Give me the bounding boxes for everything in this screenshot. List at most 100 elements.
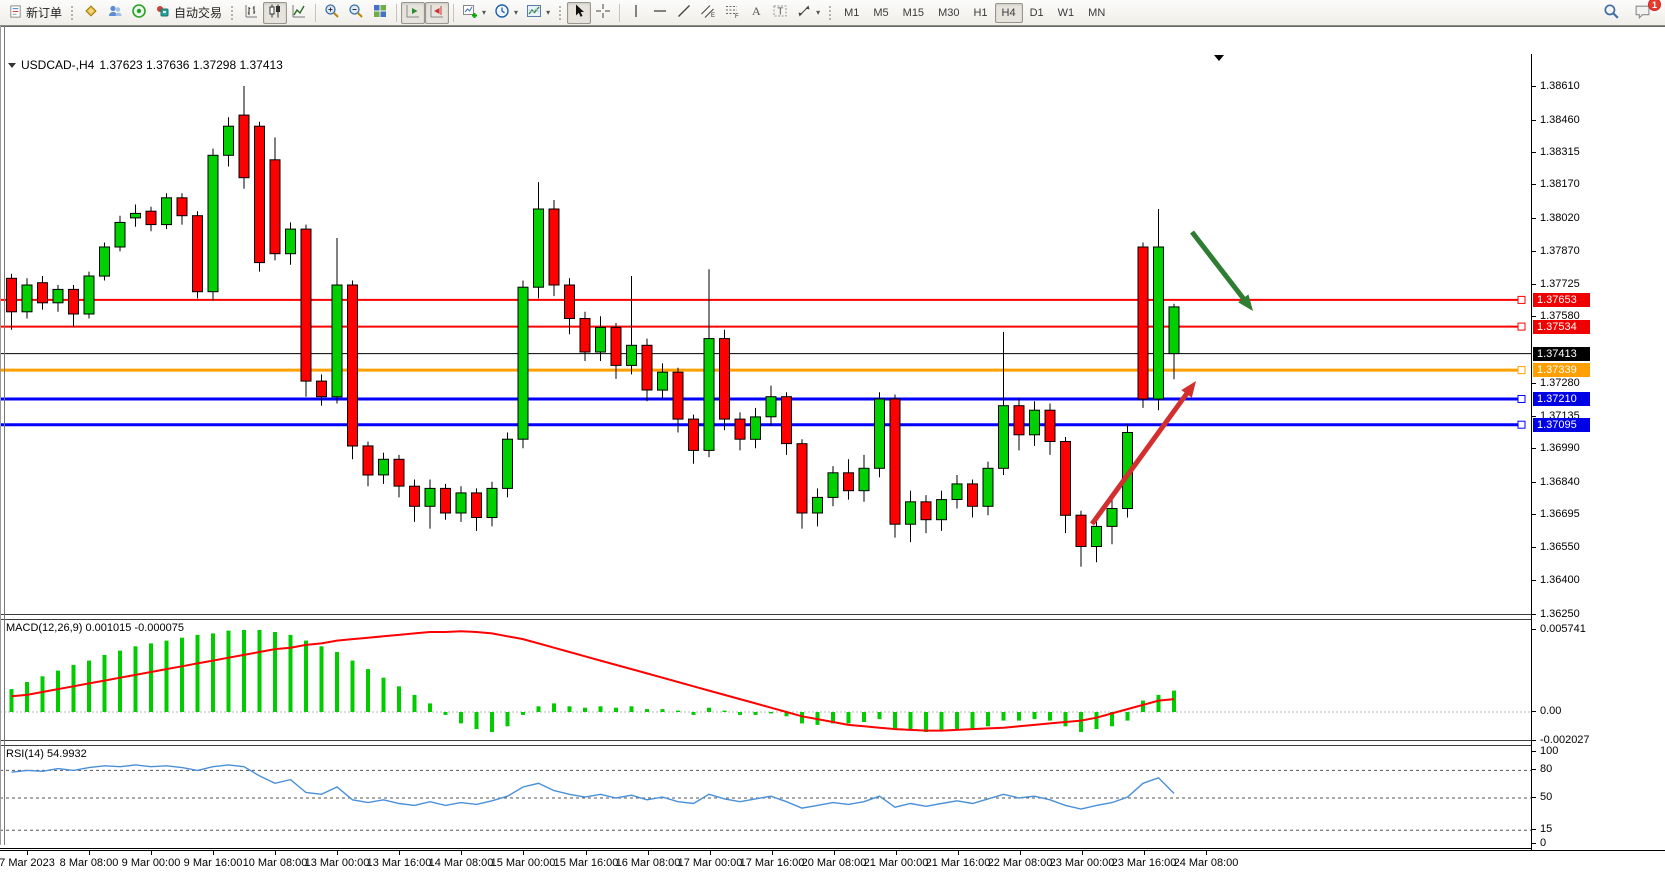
macd-histogram-bar: [568, 706, 572, 712]
candle-body: [317, 381, 327, 397]
toolbar-grip: [70, 5, 75, 21]
rsi-tick-label: 50: [1540, 791, 1552, 803]
signals-button[interactable]: [127, 2, 151, 24]
macd-tick-mark: [1532, 711, 1536, 712]
macd-histogram-bar: [924, 712, 928, 732]
trend-arrow-up[interactable]: [1092, 391, 1189, 524]
fibonacci-tool-button[interactable]: F: [720, 2, 744, 24]
candle-body: [410, 486, 420, 506]
clock-icon: [494, 3, 510, 22]
macd-histogram-bar: [521, 712, 525, 715]
timeframe-button-m1[interactable]: M1: [837, 3, 866, 23]
chart-shift-button[interactable]: [425, 2, 449, 24]
timeframe-button-mn[interactable]: MN: [1081, 3, 1112, 23]
chart-ohlc-values: 1.37623 1.37636 1.37298 1.37413: [99, 58, 283, 72]
macd-histogram-bar: [490, 712, 494, 732]
candle-body: [1107, 509, 1117, 527]
candle-body: [596, 327, 606, 352]
macd-histogram-bar: [149, 643, 153, 712]
shapes-tool-button[interactable]: ▾: [792, 2, 824, 24]
text-label-tool-button[interactable]: T: [768, 2, 792, 24]
new-order-button[interactable]: 新订单: [4, 2, 66, 24]
time-tick-mark: [710, 851, 711, 855]
candle-body: [658, 372, 668, 390]
candle-body: [828, 473, 838, 498]
chart-title-collapse-icon[interactable]: [8, 63, 16, 68]
tile-windows-icon: [372, 3, 388, 22]
search-button[interactable]: [1599, 2, 1624, 24]
periods-button[interactable]: ▾: [490, 2, 522, 24]
cursor-tool-button[interactable]: [567, 2, 591, 24]
macd-tick-label: 0.005741: [1540, 623, 1586, 635]
price-badge: 1.37534: [1533, 320, 1590, 334]
channel-tool-button[interactable]: E: [696, 2, 720, 24]
price-badge: 1.37339: [1533, 363, 1590, 377]
macd-chart[interactable]: [0, 620, 1531, 740]
horizontal-line-tool-button[interactable]: [648, 2, 672, 24]
timeframe-button-d1[interactable]: D1: [1023, 3, 1051, 23]
candle-body: [906, 502, 916, 524]
price-tick-label: 1.36550: [1540, 541, 1580, 553]
macd-histogram-bar: [118, 651, 122, 712]
zoom-out-button[interactable]: [344, 2, 368, 24]
price-tick-label: 1.38315: [1540, 146, 1580, 158]
line-end-marker: [1518, 421, 1525, 428]
trendline-tool-button[interactable]: [672, 2, 696, 24]
timeframe-button-h4[interactable]: H4: [995, 3, 1023, 23]
candlestick-chart[interactable]: [0, 54, 1531, 615]
candle-body: [332, 285, 342, 397]
line-end-marker: [1518, 296, 1525, 303]
timeframe-button-m15[interactable]: M15: [896, 3, 931, 23]
vertical-line-tool-button[interactable]: [624, 2, 648, 24]
new-order-label: 新订单: [26, 4, 62, 21]
crosshair-tool-button[interactable]: [591, 2, 615, 24]
timeframe-button-m5[interactable]: M5: [866, 3, 895, 23]
auto-trading-icon: [155, 3, 171, 22]
new-chart-button[interactable]: ▾: [458, 2, 490, 24]
toolbar-grip: [828, 5, 833, 21]
candle-body: [890, 399, 900, 524]
line-chart-mode-button[interactable]: [287, 2, 311, 24]
timeframe-button-m30[interactable]: M30: [931, 3, 966, 23]
chart-shift-marker[interactable]: [1214, 55, 1224, 61]
macd-histogram-bar: [1017, 712, 1021, 721]
notification-badge: 1: [1648, 0, 1661, 11]
rsi-chart[interactable]: [0, 746, 1531, 848]
macd-histogram-bar: [661, 709, 665, 712]
svg-text:E: E: [711, 13, 715, 19]
rsi-indicator-pane[interactable]: RSI(14) 54.9932: [0, 745, 1531, 849]
rsi-tick-mark: [1532, 769, 1536, 770]
bar-chart-mode-button[interactable]: [239, 2, 263, 24]
tile-windows-button[interactable]: [368, 2, 392, 24]
timeframe-button-w1[interactable]: W1: [1051, 3, 1082, 23]
timeframe-button-h1[interactable]: H1: [966, 3, 994, 23]
community-icon: [107, 3, 123, 22]
candle-body: [921, 502, 931, 520]
templates-button[interactable]: ▾: [522, 2, 554, 24]
candle-body: [549, 209, 559, 285]
market-watch-button[interactable]: [79, 2, 103, 24]
macd-tick-mark: [1532, 629, 1536, 630]
auto-trading-button[interactable]: 自动交易: [151, 2, 226, 24]
notifications-button[interactable]: 1: [1630, 2, 1655, 24]
macd-histogram-bar: [909, 712, 913, 731]
time-tick-mark: [337, 851, 338, 855]
chart-window: USDCAD-,H4 1.37623 1.37636 1.37298 1.374…: [0, 26, 1665, 845]
macd-histogram-bar: [707, 708, 711, 712]
auto-scroll-button[interactable]: [401, 2, 425, 24]
candle-body: [100, 247, 110, 276]
macd-histogram-bar: [382, 678, 386, 712]
chart-shift-icon: [429, 3, 445, 22]
community-button[interactable]: [103, 2, 127, 24]
macd-histogram-bar: [165, 641, 169, 712]
candle-body: [735, 419, 745, 439]
zoom-in-button[interactable]: [320, 2, 344, 24]
main-chart-pane[interactable]: USDCAD-,H4 1.37623 1.37636 1.37298 1.374…: [0, 54, 1531, 615]
text-tool-button[interactable]: A: [744, 2, 768, 24]
macd-histogram-bar: [41, 676, 45, 712]
candlestick-mode-button[interactable]: [263, 2, 287, 24]
macd-indicator-pane[interactable]: MACD(12,26,9) 0.001015 -0.000075: [0, 619, 1531, 741]
trend-arrow-down[interactable]: [1192, 232, 1246, 302]
